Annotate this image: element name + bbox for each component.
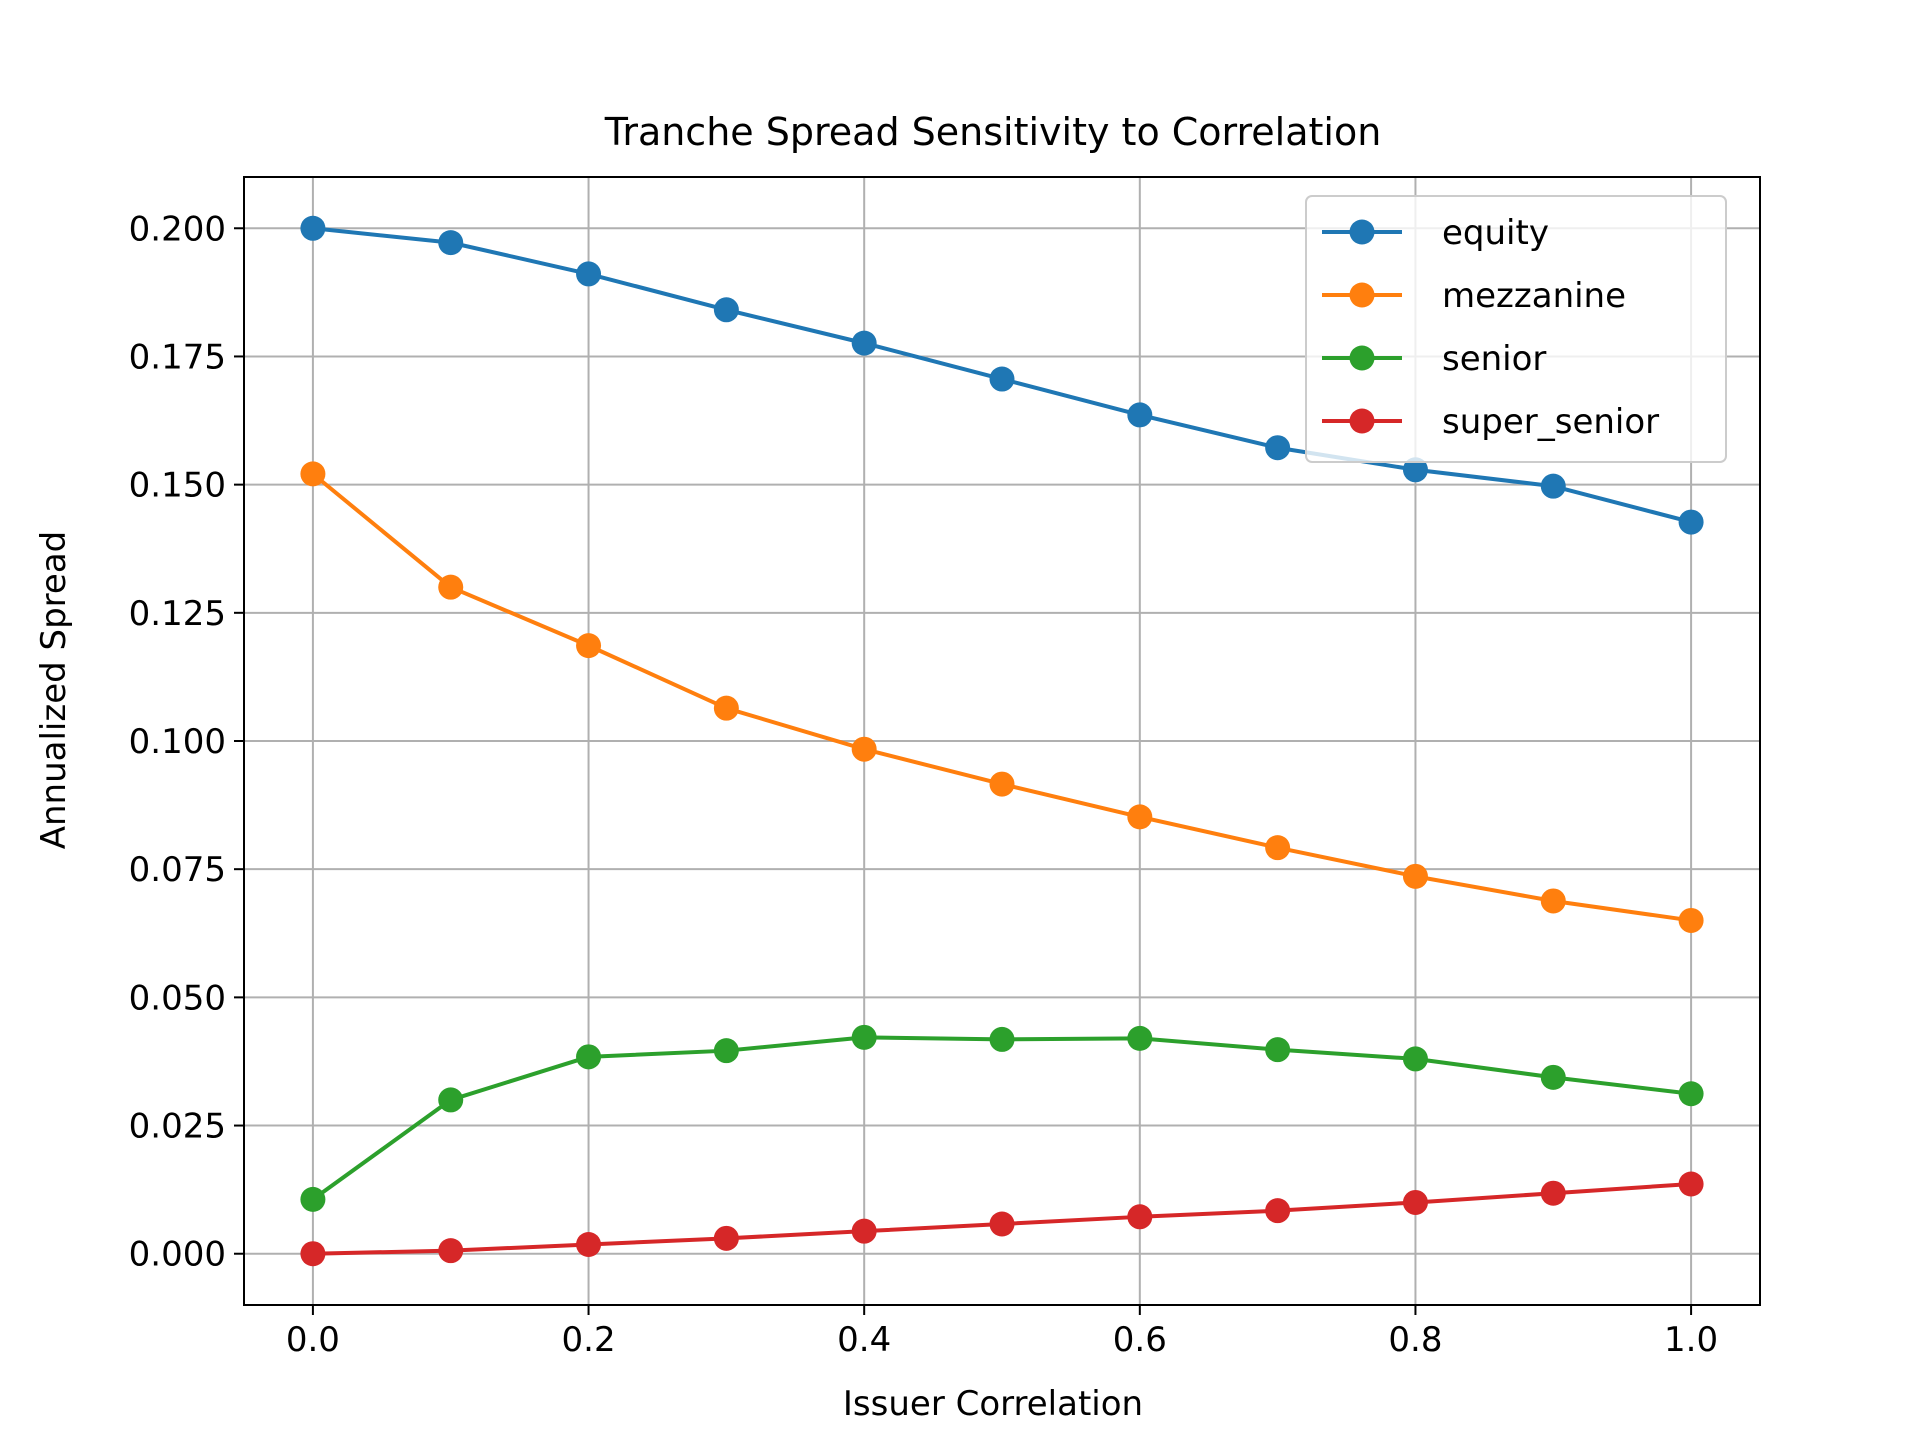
data-point — [576, 1044, 602, 1070]
legend: equity mezzanine senior super_senior — [1305, 195, 1727, 463]
data-point — [1402, 1189, 1428, 1215]
x-tick-label: 0.6 — [1113, 1320, 1167, 1360]
data-point — [989, 771, 1015, 797]
data-point — [1678, 509, 1704, 535]
data-point — [713, 695, 739, 721]
data-point — [1127, 402, 1153, 428]
data-point — [438, 574, 464, 600]
x-tick-label: 1.0 — [1664, 1320, 1718, 1360]
data-point — [1265, 1037, 1291, 1063]
data-point — [851, 1218, 877, 1244]
y-tick-label: 0.125 — [129, 594, 226, 634]
data-point — [1265, 835, 1291, 861]
y-tick-label: 0.100 — [129, 722, 226, 762]
data-point — [1678, 1081, 1704, 1107]
y-tick-label: 0.050 — [129, 978, 226, 1018]
data-point — [1127, 1025, 1153, 1051]
y-tick-label: 0.025 — [129, 1107, 226, 1147]
data-point — [1127, 804, 1153, 830]
y-tick-label: 0.200 — [129, 209, 226, 249]
data-point — [1540, 473, 1566, 499]
data-point — [1402, 457, 1428, 483]
series-equity — [300, 215, 1704, 535]
data-point — [576, 1231, 602, 1257]
legend-entry-super_senior: super_senior — [1322, 402, 1659, 442]
data-point — [1127, 1204, 1153, 1230]
data-point — [1540, 1180, 1566, 1206]
data-point — [989, 1211, 1015, 1237]
series-lines — [300, 215, 1704, 1267]
legend-label: equity — [1442, 213, 1549, 253]
y-tick-label: 0.075 — [129, 850, 226, 890]
data-point — [1402, 863, 1428, 889]
data-point — [989, 366, 1015, 392]
data-point — [300, 1241, 326, 1267]
data-point — [300, 215, 326, 241]
data-point — [851, 330, 877, 356]
x-tick-label: 0.4 — [837, 1320, 891, 1360]
data-point — [438, 230, 464, 256]
legend-box — [1305, 195, 1727, 463]
data-point — [1678, 907, 1704, 933]
data-point — [1265, 1198, 1291, 1224]
data-point — [1402, 1046, 1428, 1072]
series-super_senior — [300, 1171, 1704, 1267]
legend-swatch-marker — [1349, 282, 1375, 308]
data-point — [1540, 1064, 1566, 1090]
data-point — [1265, 435, 1291, 461]
legend-label: senior — [1442, 339, 1546, 379]
x-axis-label: Issuer Correlation — [843, 1384, 1143, 1424]
data-point — [851, 1024, 877, 1050]
data-point — [438, 1087, 464, 1113]
grid-lines — [244, 177, 1760, 1305]
x-tick-label: 0.2 — [562, 1320, 616, 1360]
data-point — [300, 1186, 326, 1212]
data-point — [300, 461, 326, 487]
axis-ticks: 0.0 0.2 0.4 0.6 0.8 1.0 0.000 0.025 0.050 0.075 0.… — [129, 209, 1718, 1360]
data-point — [713, 1225, 739, 1251]
data-point — [713, 297, 739, 323]
legend-swatch-marker — [1349, 219, 1375, 245]
legend-label: mezzanine — [1442, 276, 1626, 316]
data-point — [1540, 888, 1566, 914]
legend-swatch-marker — [1349, 408, 1375, 434]
legend-label: super_senior — [1442, 402, 1659, 442]
data-point — [713, 1038, 739, 1064]
y-axis-label: Annualized Spread — [34, 531, 74, 850]
data-point — [576, 261, 602, 287]
data-point — [1678, 1171, 1704, 1197]
legend-entry-senior: senior — [1322, 339, 1546, 379]
legend-swatch-marker — [1349, 345, 1375, 371]
y-tick-label: 0.000 — [129, 1235, 226, 1275]
chart-title: Tranche Spread Sensitivity to Correlatio… — [604, 110, 1382, 154]
data-point — [438, 1238, 464, 1264]
legend-entry-mezzanine: mezzanine — [1322, 276, 1626, 316]
series-mezzanine — [300, 461, 1704, 933]
x-tick-label: 0.0 — [286, 1320, 340, 1360]
x-tick-label: 0.8 — [1388, 1320, 1442, 1360]
data-point — [989, 1026, 1015, 1052]
y-tick-label: 0.150 — [129, 466, 226, 506]
y-tick-label: 0.175 — [129, 337, 226, 377]
data-point — [576, 633, 602, 659]
series-senior — [300, 1024, 1704, 1212]
legend-entry-equity: equity — [1322, 213, 1549, 253]
data-point — [851, 736, 877, 762]
